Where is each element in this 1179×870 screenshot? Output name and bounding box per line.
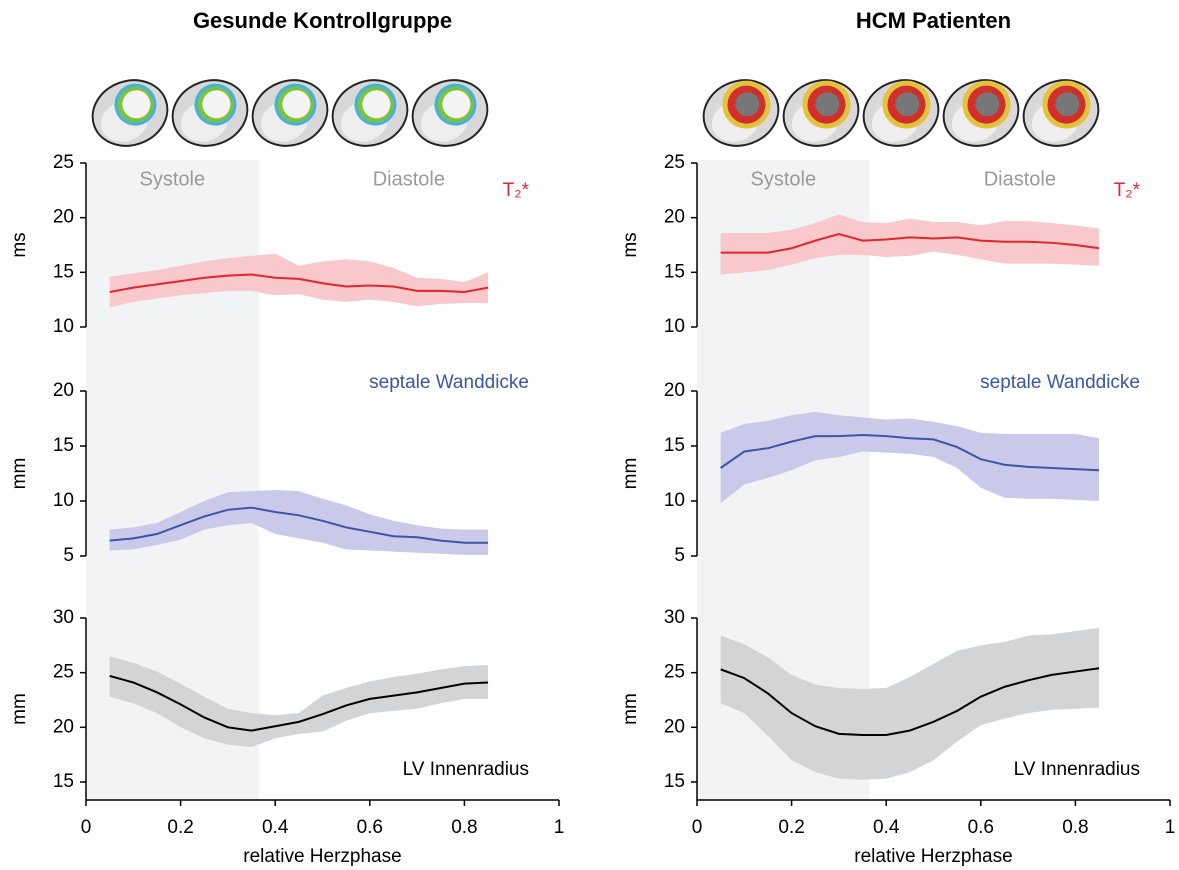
y-tick-label: 25 <box>53 152 74 173</box>
x-tick-label: 0.2 <box>167 817 193 838</box>
blood-pool <box>1055 92 1080 117</box>
phase-label: Diastole <box>984 168 1056 190</box>
x-tick-label: 0 <box>81 817 92 838</box>
heart-image <box>782 79 860 147</box>
y-tick-label: 25 <box>664 662 685 683</box>
y-tick-label: 20 <box>664 380 685 401</box>
y-tick-label: 25 <box>664 152 685 173</box>
x-tick-label: 0.2 <box>778 817 804 838</box>
blood-pool <box>282 90 311 119</box>
y-tick-label: 30 <box>53 607 74 628</box>
y-tick-label: 15 <box>664 261 685 282</box>
series-label: LV Innenradius <box>1014 759 1140 780</box>
x-tick-label: 0.8 <box>1062 817 1088 838</box>
mean-line <box>720 667 1100 736</box>
mean-line <box>720 433 1100 472</box>
y-tick-label: 30 <box>664 607 685 628</box>
heart-image <box>1022 79 1100 147</box>
series-label: septale Wanddicke <box>980 372 1140 393</box>
x-tick-label: 0.4 <box>262 817 289 838</box>
phase-label: Systole <box>140 168 206 190</box>
blood-pool <box>202 90 231 119</box>
phase-label: Diastole <box>373 168 445 190</box>
blood-pool <box>895 92 920 117</box>
y-axis-label: mm <box>9 458 30 490</box>
y-axis-label: mm <box>620 458 641 490</box>
series-label: T₂* <box>503 180 530 201</box>
x-tick-label: 0.8 <box>451 817 477 838</box>
blood-pool <box>735 92 760 117</box>
blood-pool <box>442 90 471 119</box>
error-band <box>720 214 1100 275</box>
y-tick-label: 10 <box>664 490 685 511</box>
mean-line <box>720 233 1100 254</box>
blood-pool <box>362 90 391 119</box>
mean-line <box>109 674 489 732</box>
phase-label: Systole <box>751 168 817 190</box>
y-axis-label: ms <box>9 232 30 257</box>
error-band <box>720 627 1100 780</box>
y-tick-label: 15 <box>53 771 74 792</box>
y-tick-label: 10 <box>664 316 685 337</box>
error-band <box>720 411 1100 504</box>
mean-line <box>109 273 489 294</box>
y-tick-label: 20 <box>664 716 685 737</box>
panel-title: Gesunde Kontrollgruppe <box>193 8 452 33</box>
y-tick-label: 5 <box>63 545 74 566</box>
heart-image <box>251 79 329 147</box>
blood-pool <box>975 92 1000 117</box>
y-tick-label: 15 <box>664 771 685 792</box>
series-label: LV Innenradius <box>403 759 529 780</box>
heart-image <box>862 79 940 147</box>
x-axis-label: relative Herzphase <box>243 846 401 867</box>
heart-image <box>411 79 489 147</box>
y-tick-label: 20 <box>53 380 74 401</box>
y-axis-label: mm <box>620 693 641 725</box>
x-tick-label: 1 <box>1165 817 1176 838</box>
mean-line <box>109 506 489 544</box>
x-tick-label: 0.4 <box>873 817 900 838</box>
y-tick-label: 20 <box>664 207 685 228</box>
panel-title: HCM Patienten <box>856 8 1011 33</box>
y-axis-label: ms <box>620 232 641 257</box>
y-tick-label: 20 <box>53 716 74 737</box>
heart-image <box>702 79 780 147</box>
y-tick-label: 5 <box>674 545 685 566</box>
y-tick-label: 25 <box>53 662 74 683</box>
blood-pool <box>815 92 840 117</box>
blood-pool <box>122 90 151 119</box>
series-label: septale Wanddicke <box>369 372 529 393</box>
y-tick-label: 10 <box>53 490 74 511</box>
x-tick-label: 0.6 <box>968 817 994 838</box>
heart-image <box>171 79 249 147</box>
heart-image <box>942 79 1020 147</box>
heart-image <box>331 79 409 147</box>
series-label: T₂* <box>1114 180 1141 201</box>
y-tick-label: 15 <box>53 435 74 456</box>
x-axis-label: relative Herzphase <box>854 846 1012 867</box>
heart-image <box>91 79 169 147</box>
error-band <box>109 490 489 555</box>
x-tick-label: 0.6 <box>357 817 383 838</box>
y-tick-label: 20 <box>53 207 74 228</box>
y-tick-label: 15 <box>664 435 685 456</box>
y-tick-label: 15 <box>53 261 74 282</box>
error-band <box>109 656 489 747</box>
y-axis-label: mm <box>9 693 30 725</box>
x-tick-label: 0 <box>692 817 703 838</box>
error-band <box>109 253 489 308</box>
x-tick-label: 1 <box>554 817 565 838</box>
y-tick-label: 10 <box>53 316 74 337</box>
